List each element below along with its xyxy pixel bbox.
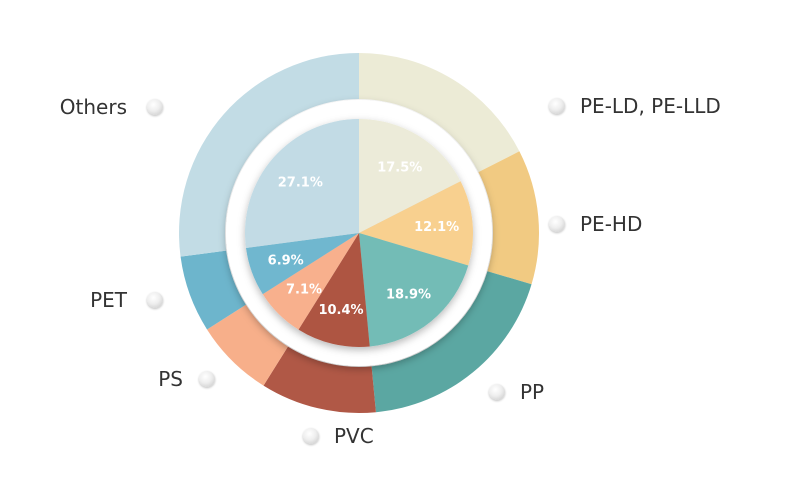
slice-label-pp: 18.9%: [386, 287, 431, 302]
pie-slice-pe-ld-pe-lld[interactable]: [359, 119, 461, 233]
legend-marker-pe-ld-pe-lld: [549, 98, 565, 114]
pie-slice-ps[interactable]: [262, 233, 359, 330]
slice-label-pvc: 10.4%: [318, 303, 363, 318]
pie-slice-pp[interactable]: [359, 233, 469, 347]
pie-slice-pe-hd[interactable]: [359, 181, 473, 266]
outer-segment-pe-ld-pe-lld[interactable]: [359, 53, 520, 173]
slice-label-ps: 7.1%: [286, 282, 322, 297]
slice-label-pet: 6.9%: [268, 254, 304, 269]
outer-segment-pet[interactable]: [180, 250, 246, 330]
outer-segment-pvc[interactable]: [263, 346, 376, 413]
legend-label-pe-ld-pe-lld: PE-LD, PE-LLD: [580, 94, 721, 118]
slice-label-pe-ld-pe-lld: 17.5%: [377, 160, 422, 175]
outer-segment-ps[interactable]: [207, 304, 288, 386]
pie-slice-pet[interactable]: [245, 233, 359, 295]
outer-segment-pp[interactable]: [371, 271, 532, 413]
legend-label-ps: PS: [158, 367, 183, 391]
legend-marker-pe-hd: [549, 216, 565, 232]
pie-slice-pvc[interactable]: [298, 233, 370, 347]
legend-label-pp: PP: [520, 380, 545, 404]
legend-marker-pet: [147, 292, 163, 308]
legend-label-pvc: PVC: [334, 424, 374, 448]
outer-segment-pe-hd[interactable]: [478, 151, 540, 285]
slice-label-pe-hd: 12.1%: [414, 220, 459, 235]
legend-label-others: Others: [59, 95, 127, 119]
outer-segment-others[interactable]: [178, 53, 359, 257]
slice-label-others: 27.1%: [278, 176, 323, 191]
legend-marker-others: [147, 99, 163, 115]
inner-pie: [244, 118, 473, 347]
legend-label-pe-hd: PE-HD: [580, 212, 643, 236]
slice-labels: 17.5% 12.1% 18.9% 10.4% 7.1% 6.9% 27.1%: [268, 160, 460, 317]
outer-ring: [178, 53, 540, 413]
legend-marker-ps: [199, 371, 215, 387]
legend-label-pet: PET: [90, 288, 127, 312]
legend-marker-pvc: [303, 428, 319, 444]
pie-slice-others[interactable]: [244, 118, 359, 248]
legend-marker-pp: [489, 384, 505, 400]
